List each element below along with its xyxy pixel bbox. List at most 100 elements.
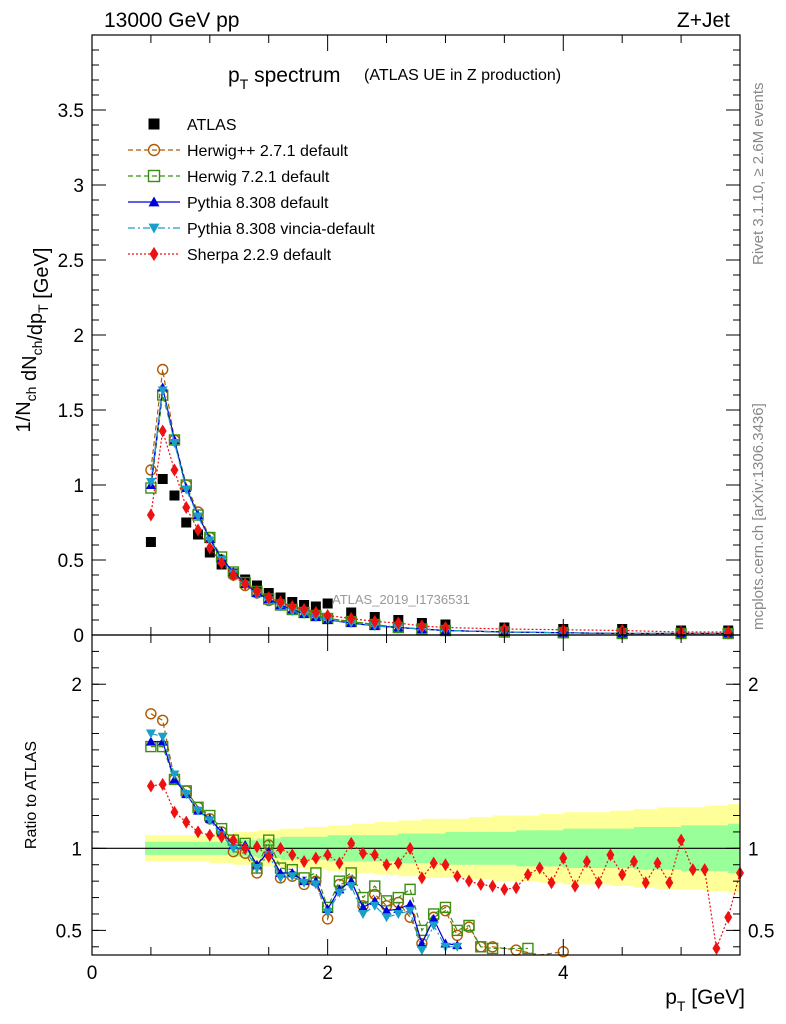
ratio-point-pythia-8-308-vincia-default: [357, 909, 368, 919]
legend-marker-sherpa-2-2-9-default: [149, 246, 159, 262]
ratio-point-sherpa-2-2-9-default: [170, 805, 179, 819]
ratio-point-sherpa-2-2-9-default: [582, 854, 591, 868]
ratio-point-sherpa-2-2-9-default: [512, 881, 521, 895]
ratio-point-sherpa-2-2-9-default: [429, 856, 438, 870]
ratio-point-sherpa-2-2-9-default: [559, 851, 568, 865]
ratio-point-sherpa-2-2-9-default: [241, 841, 250, 855]
main-point-pythia-8-308-vincia-default: [181, 485, 192, 495]
main-point-atlas: [157, 474, 168, 484]
ratio-point-sherpa-2-2-9-default: [488, 879, 497, 893]
ratio-plot-marks: [145, 708, 744, 958]
main-point-sherpa-2-2-9-default: [252, 585, 261, 598]
ratio-point-pythia-8-308-vincia-default: [369, 901, 380, 911]
main-point-atlas: [145, 537, 156, 547]
ratio-point-pythia-8-308-vincia-default: [204, 816, 215, 826]
main-axis-ticks: 0 0.5 1 1.5 2 2.5 3 3.5: [58, 35, 741, 647]
main-point-sherpa-2-2-9-default: [205, 541, 214, 555]
y-label-subscript: T: [35, 304, 51, 313]
ratio-point-sherpa-2-2-9-default: [606, 848, 615, 862]
main-point-sherpa-2-2-9-default: [182, 501, 191, 514]
ratio-point-pythia-8-308-default: [405, 899, 416, 909]
ratio-point-pythia-8-308-vincia-default: [428, 921, 439, 931]
plot-title-p: p: [228, 64, 240, 87]
ratio-point-sherpa-2-2-9-default: [653, 856, 662, 870]
main-point-sherpa-2-2-9-default: [229, 568, 238, 582]
ratio-point-sherpa-2-2-9-default: [629, 854, 638, 868]
ratio-point-sherpa-2-2-9-default: [182, 815, 191, 829]
ratio-point-pythia-8-308-vincia-default: [416, 946, 427, 956]
ratio-point-sherpa-2-2-9-default: [347, 836, 356, 850]
ratio-point-sherpa-2-2-9-default: [677, 833, 686, 847]
ratio-axis-ticks: 0.5 0.5 1 1 2 2 0 2 4: [56, 635, 774, 984]
ratio-point-sherpa-2-2-9-default: [252, 840, 261, 854]
ratio-point-sherpa-2-2-9-default: [406, 841, 415, 855]
main-point-sherpa-2-2-9-default: [194, 523, 203, 537]
main-point-sherpa-2-2-9-default: [311, 606, 320, 619]
legend-label-herwig-2-7-1-default: Herwig++ 2.7.1 default: [187, 143, 349, 160]
plot-title: pT spectrum: [228, 64, 340, 92]
x-axis-label-p: p: [665, 986, 677, 1009]
ratio-point-sherpa-2-2-9-default: [441, 858, 450, 872]
ratio-point-pythia-8-308-vincia-default: [334, 888, 345, 898]
ratio-point-sherpa-2-2-9-default: [594, 876, 603, 890]
ratio-point-sherpa-2-2-9-default: [500, 882, 509, 896]
ratio-point-pythia-8-308-vincia-default: [193, 806, 204, 816]
main-y-tick-label: 3.5: [58, 101, 84, 122]
main-plot-marks: [145, 363, 734, 640]
legend-marker-pythia-8-308-default: [148, 196, 160, 207]
ratio-y-tick-label: 0.5: [56, 921, 82, 942]
main-y-tick-label: 1: [73, 476, 84, 497]
legend-label-pythia-8-308-vincia-default: Pythia 8.308 vincia-default: [187, 221, 375, 238]
ratio-point-sherpa-2-2-9-default: [311, 851, 320, 865]
ratio-point-herwig-7-2-1-default: [263, 834, 275, 846]
ratio-point-sherpa-2-2-9-default: [300, 854, 309, 868]
x-axis-label: pT [GeV]: [665, 986, 745, 1014]
ratio-point-pythia-8-308-vincia-default: [310, 880, 321, 890]
ratio-point-sherpa-2-2-9-default: [465, 874, 474, 888]
ratio-point-sherpa-2-2-9-default: [523, 868, 532, 882]
ratio-point-herwig-7-2-1-default: [416, 924, 428, 937]
ratio-point-pythia-8-308-vincia-default: [452, 942, 463, 952]
y-label-part: 1/N: [13, 401, 35, 432]
main-line-pythia-8-308-vincia-default: [150, 390, 729, 635]
plot-title-subscript: T: [240, 76, 249, 92]
y-label-part: dN: [19, 355, 41, 386]
legend: ATLAS Herwig++ 2.7.1 default Herwig 7.2.1 …: [128, 117, 375, 264]
ratio-point-pythia-8-308-vincia-default: [346, 882, 357, 892]
legend-label-atlas: ATLAS: [187, 117, 237, 134]
main-point-pythia-8-308-vincia-default: [193, 512, 204, 522]
plot-title-word: spectrum: [248, 64, 340, 87]
ratio-point-sherpa-2-2-9-default: [264, 850, 273, 864]
main-point-sherpa-2-2-9-default: [276, 595, 285, 609]
main-point-sherpa-2-2-9-default: [264, 591, 273, 604]
ratio-point-sherpa-2-2-9-default: [358, 846, 367, 860]
ratio-point-pythia-8-308-default: [381, 905, 392, 915]
main-point-atlas: [169, 490, 180, 501]
main-y-tick-label: 0: [73, 626, 84, 647]
main-point-sherpa-2-2-9-default: [241, 577, 250, 591]
ratio-point-pythia-8-308-vincia-default: [299, 878, 310, 888]
main-point-atlas: [322, 598, 333, 609]
legend-marker-pythia-8-308-vincia-default: [148, 223, 160, 234]
ratio-point-sherpa-2-2-9-default: [641, 876, 650, 890]
ratio-point-sherpa-2-2-9-default: [535, 861, 544, 875]
ratio-point-sherpa-2-2-9-default: [288, 848, 297, 862]
ratio-point-pythia-8-308-vincia-default: [381, 913, 392, 923]
main-panel: 00.511.522.533.5 pT spectrum (ATLAS UE i…: [13, 34, 741, 647]
mcplots-label: mcplots.cern.ch [arXiv:1306.3436]: [750, 403, 767, 630]
ratio-y-tick-label: 1: [71, 839, 82, 860]
ratio-point-sherpa-2-2-9-default: [194, 825, 203, 839]
rivet-version-label: Rivet 3.1.10, ≥ 2.6M events: [750, 83, 767, 266]
ratio-point-sherpa-2-2-9-default: [665, 876, 674, 890]
ratio-uncertainty-bands: [92, 804, 741, 893]
main-point-sherpa-2-2-9-default: [158, 424, 167, 438]
y-label-part: /dp: [25, 313, 47, 341]
ratio-point-sherpa-2-2-9-default: [158, 777, 167, 791]
ratio-point-herwig-7-2-1-default: [451, 924, 463, 937]
x-tick-label: 0: [87, 963, 98, 984]
main-point-pythia-8-308-vincia-default: [204, 536, 215, 546]
ratio-point-sherpa-2-2-9-default: [476, 877, 485, 891]
legend-marker-herwig-7-2-1-default: [147, 169, 161, 183]
ratio-y-tick-label-right: 1: [748, 839, 759, 860]
